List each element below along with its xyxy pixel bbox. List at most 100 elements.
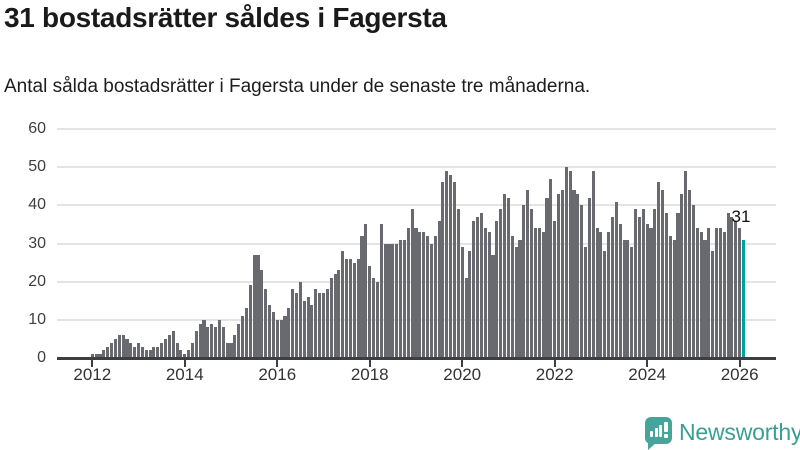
bar (479, 212, 484, 358)
bar (148, 350, 152, 358)
bar (156, 346, 160, 358)
bar (98, 354, 102, 358)
bar (333, 274, 337, 358)
bar (433, 235, 437, 358)
bar (140, 346, 144, 358)
y-axis-label: 40 (28, 196, 46, 214)
bar (414, 228, 418, 358)
bar (645, 224, 649, 358)
bar (364, 224, 368, 358)
bar (152, 346, 156, 358)
bar (564, 167, 568, 358)
bar (530, 209, 534, 358)
bar (383, 243, 387, 358)
bar (618, 224, 622, 358)
bar (214, 327, 218, 358)
y-axis-label: 60 (28, 120, 46, 137)
bar (163, 338, 168, 358)
bar (136, 342, 141, 358)
bar (425, 235, 430, 358)
bar (641, 209, 645, 358)
bar (580, 205, 584, 358)
bar (102, 350, 106, 358)
bar (121, 335, 125, 358)
x-axis-label: 2020 (443, 365, 482, 384)
bar (379, 224, 383, 358)
bar (537, 228, 541, 358)
bar (368, 266, 372, 358)
bar (298, 281, 302, 358)
bar (472, 220, 476, 358)
bar (626, 239, 630, 358)
bar (229, 342, 233, 358)
x-axis-label: 2022 (535, 365, 574, 384)
bar (738, 228, 742, 358)
bar (714, 228, 719, 358)
bar (314, 289, 318, 358)
x-axis-tick (183, 360, 186, 367)
bar (730, 216, 734, 358)
bar (452, 182, 457, 358)
bar (718, 228, 722, 358)
bar (167, 335, 171, 358)
bar (672, 239, 676, 358)
bar (90, 354, 94, 358)
bar (233, 335, 237, 358)
x-axis-label: 2018 (350, 365, 389, 384)
bar (291, 289, 295, 358)
bar (387, 243, 391, 358)
bar (310, 304, 314, 358)
bar (460, 247, 464, 358)
bar (395, 243, 399, 358)
bar (125, 338, 129, 358)
bar (699, 232, 703, 358)
bar (526, 190, 530, 358)
bar (256, 254, 260, 358)
bar (329, 277, 333, 358)
gridline (57, 204, 776, 207)
bar (210, 323, 214, 358)
bar (268, 304, 272, 358)
bar (680, 193, 684, 358)
y-axis-label: 30 (28, 234, 46, 252)
bar (583, 247, 588, 358)
bar (198, 323, 202, 358)
bar (175, 342, 179, 358)
bar (491, 254, 495, 358)
bar (622, 239, 626, 358)
bar (375, 281, 379, 358)
bar (225, 342, 229, 358)
x-axis-label: 2016 (258, 365, 297, 384)
bar (711, 251, 715, 358)
bar (533, 228, 537, 358)
bar (337, 270, 341, 358)
bar (160, 342, 164, 358)
bar (610, 216, 615, 358)
bar (722, 232, 726, 358)
x-axis-label: 2012 (73, 365, 112, 384)
bar (634, 209, 638, 358)
bar (321, 293, 326, 358)
x-axis-tick (91, 360, 94, 367)
x-axis-tick (461, 360, 464, 367)
bar (106, 346, 110, 358)
bar (325, 289, 329, 358)
bar (360, 235, 364, 358)
bar (110, 342, 114, 358)
bar (318, 293, 322, 358)
bar (649, 228, 653, 358)
bar (541, 232, 545, 358)
bar (283, 316, 287, 358)
bar (688, 190, 692, 358)
bar (171, 331, 175, 358)
bar (637, 216, 641, 358)
last-value-label: 31 (731, 206, 751, 226)
bar (306, 296, 310, 358)
bar (476, 216, 480, 358)
bar (599, 232, 603, 358)
bar (410, 209, 414, 358)
bar (506, 197, 510, 358)
bar (391, 243, 395, 358)
highlighted-bar (741, 239, 746, 358)
